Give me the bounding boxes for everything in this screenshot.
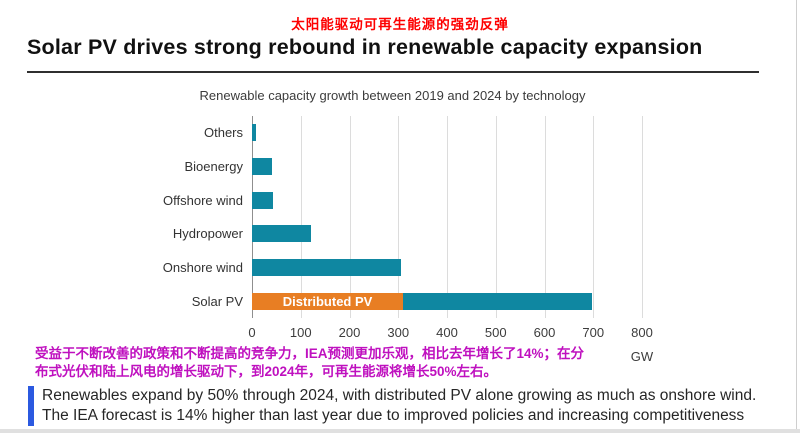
gridline [642, 116, 643, 318]
bar-offshore-wind [252, 191, 273, 209]
x-tick-label: 500 [484, 325, 507, 340]
gridline [544, 116, 546, 318]
gridline [300, 116, 302, 318]
chinese-headline: 太阳能驱动可再生能源的强劲反弹 [291, 17, 509, 32]
chart-row: Bioenergy [120, 150, 642, 184]
bar-bioenergy [252, 158, 272, 175]
x-tick-label: 0 [248, 325, 256, 340]
bar-chart: Renewable capacity growth between 2019 a… [120, 88, 653, 364]
x-tick-label: 100 [289, 325, 312, 340]
chinese-note-line2: 布式光伏和陆上风电的增长驱动下，到2024年，可再生能源将增长50%左右。 [35, 364, 498, 379]
bar-track [252, 191, 642, 209]
page-title: Solar PV drives strong rebound in renewa… [27, 35, 703, 59]
chart-row: Hydropower [120, 217, 642, 251]
bar-track [252, 158, 642, 175]
x-axis: GW 0 100 200 300 400 500 600 700 800 [248, 325, 653, 364]
category-label: Bioenergy [184, 159, 243, 174]
bar-track: Distributed PV [252, 292, 642, 310]
gridline [593, 116, 595, 318]
callout-line1: Renewables expand by 50% through 2024, w… [42, 387, 757, 404]
chinese-note-line1: 受益于不断改善的政策和不断提高的竞争力，IEA预测更加乐观，相比去年增长了14%… [35, 346, 585, 361]
chart-row: Onshore wind [120, 251, 642, 285]
title-divider [27, 71, 759, 73]
bar-track [252, 225, 642, 243]
callout-text: Renewables expand by 50% through 2024, w… [42, 386, 756, 426]
gridline [495, 116, 497, 318]
bar-segment-distributed-pv: Distributed PV [252, 292, 404, 310]
x-tick-label: 700 [582, 325, 605, 340]
plot-grid [252, 116, 643, 318]
x-tick-label: 800 [631, 325, 653, 340]
category-label: Hydropower [172, 226, 243, 242]
bar-track [252, 124, 642, 142]
x-tick-label: 200 [338, 325, 361, 340]
chart-row: Offshore wind [120, 183, 642, 217]
gridline [398, 116, 400, 318]
bar-others [252, 124, 256, 142]
category-label: Solar PV [191, 293, 243, 309]
chinese-note: 受益于不断改善的政策和不断提高的竞争力，IEA预测更加乐观，相比去年增长了14%… [35, 345, 584, 381]
bar-hydropower [252, 225, 311, 243]
page-bottom-edge [0, 429, 800, 433]
callout-accent-bar [28, 386, 34, 426]
chart-title: Renewable capacity growth between 2019 a… [199, 88, 586, 103]
gridline [447, 116, 448, 318]
plot-area: Others Bioenergy Offshore wind Hydropower On… [120, 116, 643, 318]
category-label: Offshore wind [163, 192, 243, 208]
distributed-pv-label: Distributed PV [282, 293, 373, 309]
category-label: Others [203, 125, 243, 141]
x-tick-label: 300 [387, 325, 410, 340]
bar-solar-pv [403, 292, 592, 310]
gridline [349, 116, 351, 318]
summary-callout: Renewables expand by 50% through 2024, w… [28, 386, 770, 426]
x-tick-label: 400 [436, 325, 458, 340]
bar-track [252, 259, 642, 277]
x-tick-label: 600 [533, 325, 556, 340]
chart-row: Solar PV Distributed PV [120, 284, 642, 318]
category-label: Onshore wind [162, 260, 243, 276]
callout-line2: The IEA forecast is 14% higher than last… [42, 407, 745, 424]
bar-onshore-wind [252, 259, 401, 277]
y-axis-line [252, 116, 253, 318]
chart-row: Others [120, 116, 642, 150]
chart-rows: Others Bioenergy Offshore wind Hydropower On… [120, 116, 642, 318]
page-right-edge [796, 0, 797, 433]
axis-unit-label: GW [630, 349, 654, 364]
